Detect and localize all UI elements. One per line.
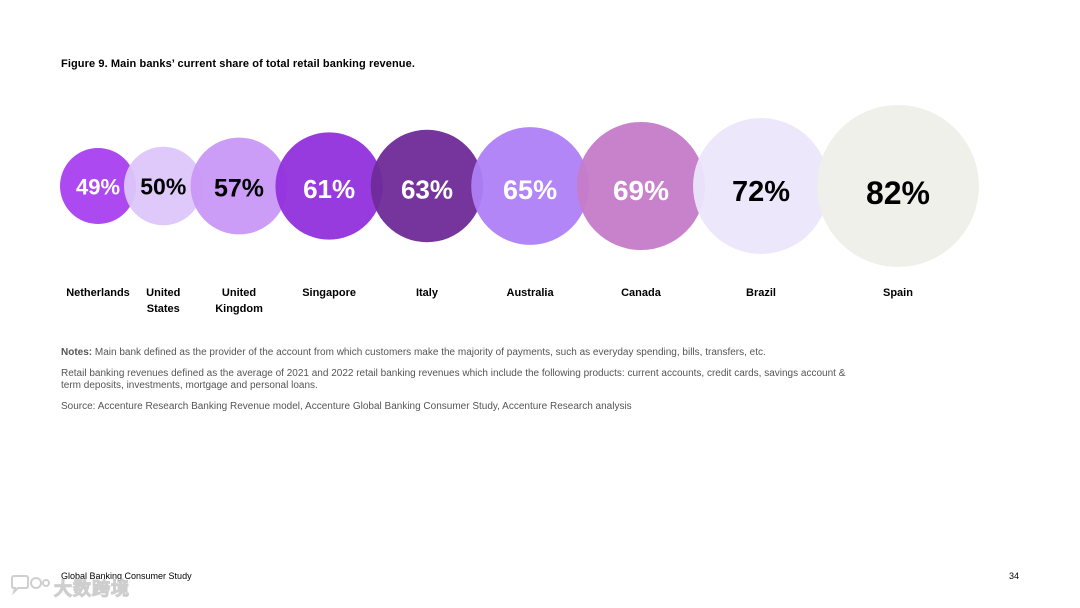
- category-label: United States: [146, 287, 180, 315]
- bubble-spain: [816, 105, 979, 267]
- bubble-value-label: 57%: [214, 175, 264, 203]
- bubble-brazil: [693, 118, 829, 254]
- notes-source: Source: Accenture Research Banking Reven…: [61, 400, 632, 412]
- category-label: Brazil: [746, 287, 776, 299]
- bubble-italy: [370, 129, 484, 243]
- page-number: 34: [1008, 571, 1019, 581]
- bubble-singapore: [275, 132, 383, 240]
- bubbles-group: [60, 105, 979, 267]
- figure-title: Figure 9. Main banks’ current share of t…: [61, 58, 416, 70]
- footer-study-name: Global Banking Consumer Study: [61, 571, 192, 581]
- category-label: United Kingdom: [215, 287, 263, 315]
- category-label: Spain: [883, 287, 913, 299]
- bubble-value-label: 50%: [140, 174, 186, 200]
- bubble-value-label: 82%: [866, 175, 930, 211]
- category-labels-group: Netherlands United States United Kingdom Sing…: [66, 287, 913, 315]
- bubble-value-label: 63%: [401, 174, 453, 204]
- bubble-australia: [471, 127, 589, 245]
- bubble-value-label: 69%: [613, 175, 669, 206]
- bubble-united-kingdom: [190, 137, 288, 235]
- category-label: Netherlands: [66, 287, 130, 299]
- notes-revenue-definition: Retail banking revenues defined as the a…: [61, 367, 846, 392]
- category-label: Canada: [621, 287, 662, 299]
- chat-bubble-icon: [11, 575, 50, 596]
- bubble-chart: 49% 50% 57% 61% 63% 65% 69% 72% 82% Netherlands U…: [60, 105, 979, 315]
- category-label: Italy: [416, 287, 439, 299]
- category-label: Australia: [507, 287, 555, 299]
- notes-lead: Notes:: [61, 347, 93, 358]
- bubble-labels-group: 49% 50% 57% 61% 63% 65% 69% 72% 82%: [76, 174, 930, 211]
- bubble-united-states: [123, 146, 203, 226]
- bubble-canada: [576, 121, 706, 251]
- bubble-value-label: 65%: [503, 175, 557, 205]
- notes-section: Notes: Main bank defined as the provider…: [61, 347, 861, 421]
- notes-main-bank: Notes: Main bank defined as the provider…: [61, 347, 861, 360]
- watermark-text: 大数跨境: [54, 579, 130, 600]
- notes-text: Main bank defined as the provider of the…: [92, 347, 766, 358]
- bubble-value-label: 72%: [732, 176, 790, 208]
- bubble-value-label: 61%: [303, 174, 355, 204]
- bubble-value-label: 49%: [76, 174, 120, 199]
- bubble-netherlands: [60, 148, 136, 224]
- category-label: Singapore: [302, 287, 356, 299]
